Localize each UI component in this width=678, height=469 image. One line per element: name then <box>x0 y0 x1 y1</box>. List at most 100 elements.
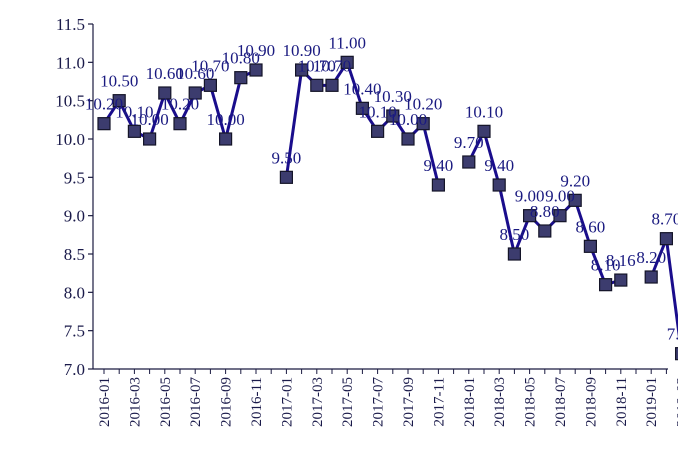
data-point <box>674 347 678 361</box>
x-tick-label: 2016-11 <box>249 377 265 426</box>
data-label: 10.70 <box>313 56 351 75</box>
x-tick-label: 2017-09 <box>401 377 417 427</box>
y-tick-label: 11.0 <box>56 53 85 72</box>
data-point <box>340 55 354 69</box>
data-label: 10.10 <box>465 102 503 121</box>
x-tick-label: 2018-03 <box>492 377 508 427</box>
data-point <box>462 155 476 169</box>
data-label: 10.20 <box>85 95 123 114</box>
data-label: 10.20 <box>404 95 442 114</box>
data-label: 9.50 <box>272 148 302 167</box>
y-tick-label: 9.0 <box>64 207 85 226</box>
data-point <box>188 86 202 100</box>
data-point <box>386 109 400 123</box>
y-tick-label: 10.0 <box>55 130 85 149</box>
data-point <box>371 124 385 138</box>
data-point <box>325 78 339 92</box>
x-tick-label: 2018-11 <box>614 377 630 426</box>
axes <box>92 24 668 370</box>
x-tick-label: 2016-03 <box>127 377 143 427</box>
data-label: 9.40 <box>424 156 454 175</box>
data-label: 10.70 <box>191 56 229 75</box>
data-point <box>416 117 430 131</box>
data-label: 9.70 <box>454 133 484 152</box>
data-point <box>279 170 293 184</box>
x-tick-label: 2018-01 <box>462 377 478 427</box>
data-point <box>173 117 187 131</box>
data-point <box>158 86 172 100</box>
data-label: 8.70 <box>652 210 678 229</box>
data-point <box>127 124 141 138</box>
x-tick-label: 2016-05 <box>158 377 174 427</box>
data-point <box>249 63 263 77</box>
data-label: 10.70 <box>298 56 336 75</box>
x-tick-label: 2018-05 <box>523 377 539 427</box>
data-point <box>507 247 521 261</box>
y-axis: 7.0 7.5 8.0 8.5 9.0 9.5 10.0 10.5 11.0 11.5 <box>55 15 93 379</box>
data-point <box>598 278 613 292</box>
data-label: 7.20 <box>667 325 678 344</box>
y-tick-label: 11.5 <box>56 15 85 34</box>
data-point <box>401 132 415 146</box>
data-label: 11.00 <box>328 33 366 52</box>
data-point <box>97 117 111 131</box>
data-point <box>492 178 506 192</box>
data-label: 10.50 <box>100 72 138 91</box>
data-point <box>219 132 233 146</box>
data-label: 8.80 <box>530 202 560 221</box>
data-label: 10.00 <box>389 110 427 129</box>
data-label: 8.50 <box>500 225 530 244</box>
data-point <box>522 209 537 223</box>
x-tick-label: 2017-03 <box>310 377 326 427</box>
x-tick-label: 2017-11 <box>431 377 447 426</box>
y-tick-label: 7.5 <box>64 322 85 341</box>
data-point <box>644 270 658 284</box>
data-point <box>538 224 552 238</box>
data-labels: 10.2010.5010.1010.0010.6010.2010.6010.70… <box>85 33 678 343</box>
data-point <box>477 124 491 138</box>
data-point <box>553 209 567 223</box>
data-label: 10.00 <box>130 110 168 129</box>
data-point <box>355 101 369 115</box>
x-tick-label: 2018-07 <box>553 377 569 427</box>
data-point <box>295 63 309 77</box>
x-tick-label: 2016-07 <box>188 377 204 427</box>
data-point <box>203 78 217 92</box>
x-tick-label: 2017-01 <box>279 377 295 427</box>
y-tick-label: 9.5 <box>64 168 85 187</box>
x-tick-label: 2018-09 <box>583 377 599 427</box>
x-tick-label: 2019-01 <box>644 377 660 427</box>
data-label: 8.10 <box>591 256 621 275</box>
x-tick-label: 2017-07 <box>371 377 387 427</box>
data-label: 8.20 <box>636 248 666 267</box>
data-label: 9.00 <box>545 187 575 206</box>
data-point <box>431 178 445 192</box>
data-label: 9.40 <box>484 156 514 175</box>
data-label: 10.10 <box>358 102 396 121</box>
series-markers <box>97 55 678 361</box>
x-tick-label: 2019-03 <box>675 377 678 427</box>
data-label: 10.30 <box>374 87 412 106</box>
data-label: 10.90 <box>237 41 275 60</box>
data-point <box>659 232 674 246</box>
y-tick-label: 10.5 <box>55 92 85 111</box>
data-label: 10.80 <box>222 49 260 68</box>
data-point <box>310 78 324 92</box>
x-tick-label: 2017-05 <box>340 377 356 427</box>
data-point <box>112 94 126 108</box>
x-tick-label: 2016-01 <box>97 377 113 427</box>
data-label: 9.00 <box>515 187 545 206</box>
y-tick-label: 8.5 <box>64 245 85 264</box>
data-label: 10.40 <box>343 79 381 98</box>
data-label: 10.60 <box>176 64 214 83</box>
x-axis: 2016-01 2016-03 2016-05 2016-07 2016-09 2016-… <box>97 369 678 427</box>
data-point <box>583 239 598 253</box>
data-label: 9.20 <box>560 171 590 190</box>
data-point <box>234 71 248 85</box>
data-label: 10.20 <box>161 95 199 114</box>
data-label: 8.60 <box>576 217 606 236</box>
data-label: 10.10 <box>115 102 153 121</box>
y-tick-label: 8.0 <box>64 283 85 302</box>
data-label: 8.16 <box>606 251 636 270</box>
